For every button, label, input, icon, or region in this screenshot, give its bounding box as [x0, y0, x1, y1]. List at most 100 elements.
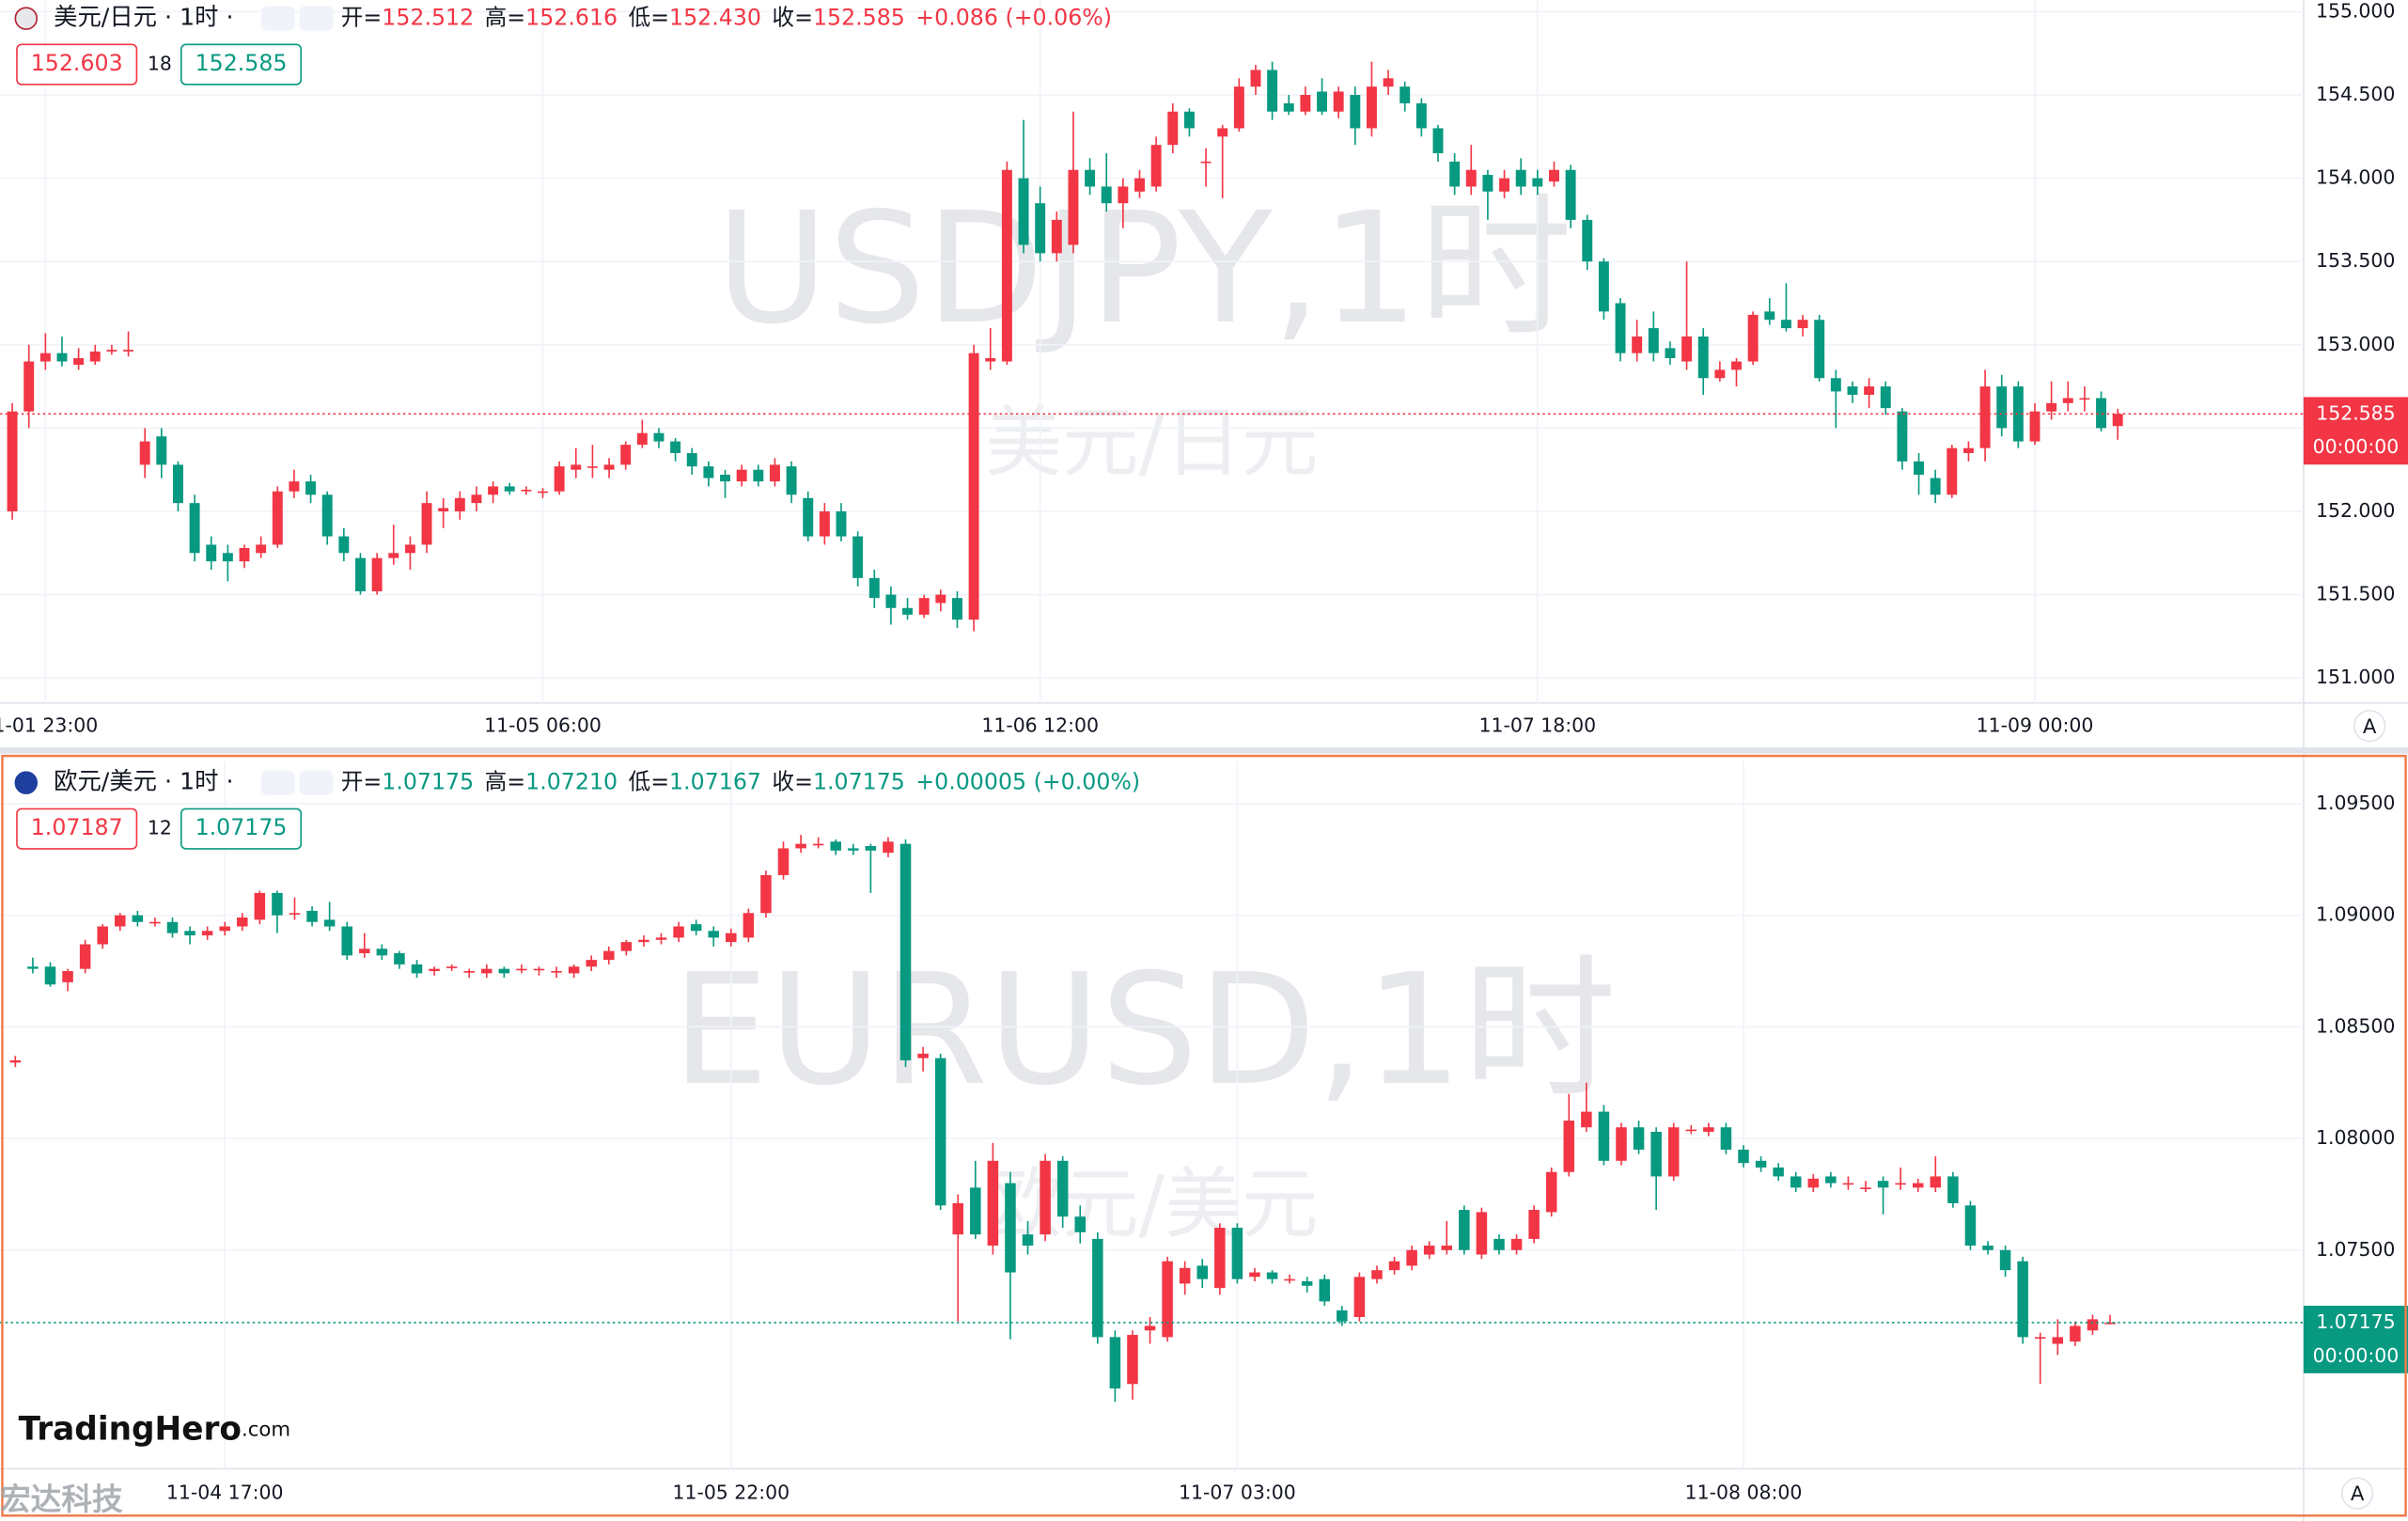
y-tick-label: 154.500: [2316, 83, 2395, 105]
candle-body: [1864, 386, 1875, 395]
autoscale-button[interactable]: [2353, 710, 2386, 743]
spread: 12: [148, 817, 172, 839]
candle-body: [1860, 1187, 1871, 1189]
candle-body: [538, 491, 548, 494]
candle-body: [1085, 169, 1096, 187]
candle-body: [166, 921, 179, 933]
candle-body: [222, 553, 233, 562]
candle-body: [1167, 111, 1179, 146]
menu-pill: [299, 6, 334, 31]
candle-body: [1217, 128, 1228, 137]
candle-body: [1127, 1335, 1138, 1385]
candle-body: [7, 411, 18, 511]
candle-body: [819, 510, 830, 537]
brand-suffix: .com: [242, 1419, 290, 1442]
candle-body: [139, 441, 150, 465]
x-tick-label: 11-09 00:00: [1977, 713, 2094, 736]
candle-body: [1415, 102, 1427, 129]
candle-body: [1532, 178, 1543, 187]
candle-body: [1830, 378, 1841, 392]
candle-body: [1747, 314, 1759, 362]
candle-body: [1423, 1246, 1435, 1255]
candle-body: [2087, 1319, 2099, 1331]
candle-body: [1300, 95, 1311, 112]
candle-body: [1964, 1205, 1977, 1247]
candle-body: [1510, 1238, 1523, 1250]
candle-body: [1267, 70, 1278, 112]
candle-body: [2052, 1337, 2064, 1344]
candle-body: [554, 466, 565, 492]
candle-body: [1515, 169, 1526, 187]
candle-body: [1947, 447, 1958, 495]
candle-body: [902, 607, 914, 615]
candle-body: [1790, 1176, 1802, 1188]
y-tick-label: 151.000: [2316, 666, 2395, 688]
ohlc-value: 152.616: [525, 4, 618, 30]
candle-body: [2079, 398, 2090, 400]
candle-body: [1685, 1129, 1697, 1132]
menu-pill: [260, 770, 295, 795]
candle-body: [488, 486, 499, 495]
candle-body: [1476, 1212, 1488, 1255]
candle-body: [1388, 1261, 1400, 1271]
candle-body: [106, 350, 117, 352]
candle-body: [521, 489, 532, 492]
candle-body: [1697, 336, 1709, 379]
candle-body: [237, 917, 248, 927]
candle-body: [341, 926, 352, 956]
y-tick-label: 1.08000: [2316, 1126, 2395, 1149]
candle-body: [504, 486, 515, 492]
candle-body: [446, 966, 458, 968]
candle-body: [272, 491, 283, 545]
watermark-sub: 欧元/美元: [985, 1160, 1318, 1249]
candle-body: [429, 968, 440, 972]
autoscale-label: A: [2363, 715, 2377, 739]
candle-body: [1092, 1238, 1103, 1338]
candle-body: [421, 503, 432, 545]
candle-body: [987, 1160, 999, 1247]
ohlc-legend: 开=152.512 高=152.616 低=152.430 收=152.585 +0.0…: [341, 4, 1112, 30]
candle-body: [355, 557, 366, 592]
candle-body: [1441, 1246, 1453, 1250]
candle-body: [1582, 219, 1593, 262]
candle-body: [1880, 386, 1891, 409]
candle-body: [359, 949, 370, 954]
candle-body: [1545, 1171, 1557, 1213]
candle-body: [471, 494, 482, 504]
ohlc-label: 高=: [485, 768, 526, 794]
candle-body: [620, 942, 633, 951]
candle-body: [1499, 178, 1510, 192]
ohlc-value: 152.585: [813, 4, 905, 30]
candle-body: [388, 553, 399, 558]
y-tick-label: 1.09000: [2316, 903, 2395, 926]
candle-body: [655, 937, 667, 940]
candle-body: [1650, 1131, 1662, 1177]
bid-box: [16, 808, 138, 850]
candle-body: [1068, 169, 1079, 245]
candle-body: [1249, 1272, 1260, 1278]
y-tick-label: 153.000: [2316, 333, 2395, 355]
candle-body: [1035, 203, 1046, 254]
candle-body: [62, 971, 73, 982]
ohlc-label: 收=: [772, 768, 813, 794]
candle-body: [1150, 145, 1162, 187]
candle-body: [1022, 1234, 1034, 1247]
candle-body: [935, 594, 946, 604]
candle-body: [720, 475, 731, 482]
x-tick-label: 11-08 08:00: [1685, 1482, 1803, 1504]
candle-body: [1720, 1127, 1732, 1150]
y-tick-label: 155.000: [2316, 0, 2395, 22]
autoscale-button[interactable]: [2340, 1477, 2374, 1510]
ohlc-label: 高=: [485, 4, 526, 30]
candle-body: [899, 843, 912, 1060]
candle-body: [2017, 1261, 2028, 1338]
candle-body: [56, 353, 68, 362]
symbol: 美元/日元 · 1时 ·: [54, 4, 233, 31]
candle-body: [306, 910, 318, 922]
candle-body: [586, 960, 597, 967]
change: +0.086 (+0.06%): [915, 4, 1112, 30]
candle-body: [1665, 348, 1676, 358]
ohlc-label: 低=: [629, 4, 670, 30]
candle-body: [256, 544, 267, 554]
x-tick-label: 11-05 06:00: [484, 713, 602, 736]
